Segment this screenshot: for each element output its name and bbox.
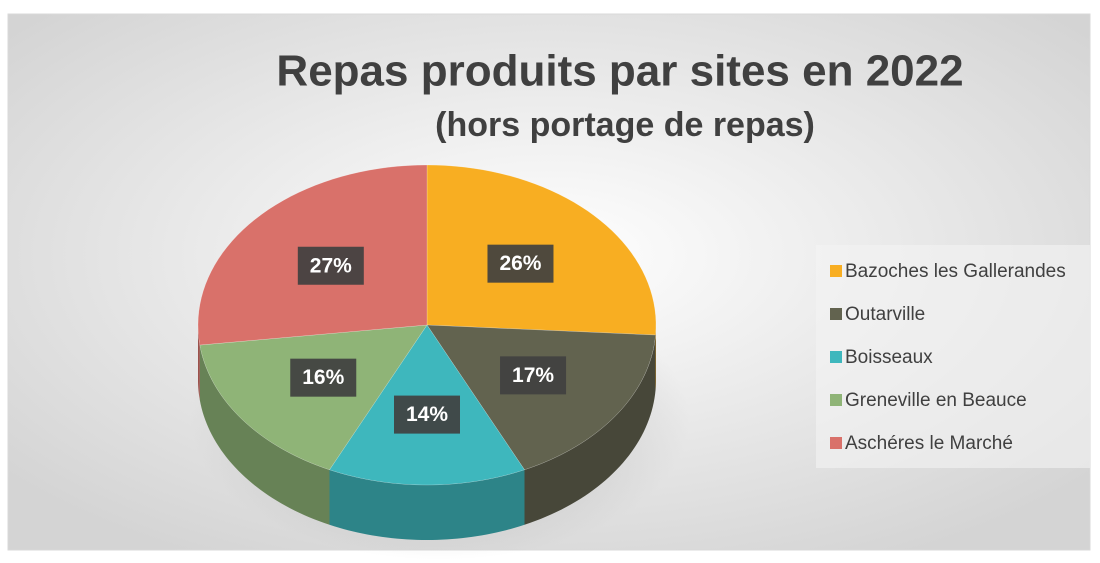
data-label: 26% xyxy=(499,252,541,275)
slice xyxy=(426,324,656,471)
slice xyxy=(199,324,428,471)
legend-swatch xyxy=(830,437,842,449)
legend-swatch xyxy=(830,265,842,277)
slice-side xyxy=(199,345,330,525)
legend-label: Bazoches les Gallerandes xyxy=(845,261,1066,282)
legend: Bazoches les Gallerandes Outarville Boisse… xyxy=(816,245,1090,468)
data-label-box xyxy=(290,358,357,397)
data-label-box xyxy=(394,395,460,434)
legend-swatch xyxy=(830,351,842,363)
data-label: 16% xyxy=(302,366,344,389)
slice-side xyxy=(524,335,656,525)
legend-label: Boisseaux xyxy=(845,347,933,368)
data-label-box xyxy=(487,244,554,283)
data-label-box xyxy=(297,246,364,285)
legend-label: Outarville xyxy=(845,304,925,325)
data-label-box xyxy=(500,356,567,395)
slice-side xyxy=(198,325,200,401)
chart-subtitle: (hors portage de repas) xyxy=(435,106,815,144)
legend-label: Aschéres le Marché xyxy=(845,433,1013,454)
legend-swatch xyxy=(830,394,842,406)
slice-side xyxy=(329,469,525,540)
legend-label: Greneville en Beauce xyxy=(845,390,1027,411)
legend-box xyxy=(816,245,1090,468)
pie: 26% 17% 14% 16% 27% xyxy=(197,164,657,540)
chart-title: Repas produits par sites en 2022 xyxy=(276,47,963,96)
legend-swatch xyxy=(830,308,842,320)
data-label: 14% xyxy=(406,403,448,426)
data-label: 27% xyxy=(310,254,352,277)
data-label: 17% xyxy=(512,364,554,387)
